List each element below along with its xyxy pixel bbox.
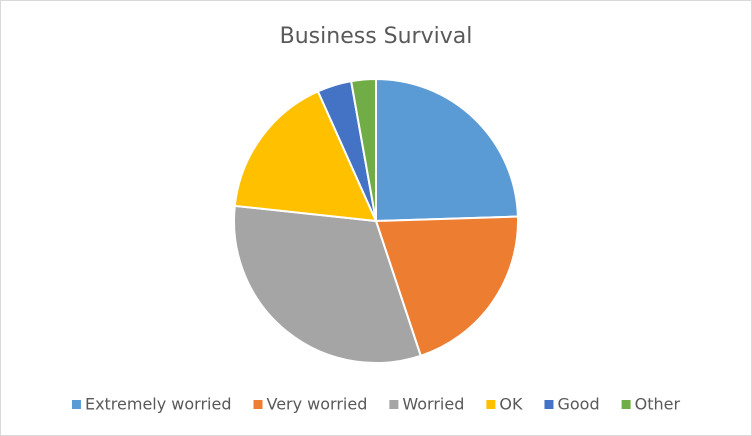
legend-label: Worried <box>402 395 464 414</box>
pie-slice <box>233 90 378 223</box>
legend-swatch <box>253 400 263 409</box>
legend-swatch <box>621 400 631 409</box>
legend-swatch <box>486 400 496 409</box>
legend-swatch <box>71 400 81 409</box>
pie-slice <box>233 204 422 364</box>
pie-slice <box>349 77 377 222</box>
legend-swatch <box>544 400 554 409</box>
legend-label: Other <box>635 395 681 414</box>
legend-label: Extremely worried <box>85 395 232 414</box>
legend-swatch <box>389 400 399 409</box>
legend-label: Good <box>557 395 599 414</box>
pie-slice <box>375 77 519 223</box>
pie-slice <box>374 215 519 358</box>
chart-title: Business Survival <box>280 24 473 49</box>
legend-label: Very worried <box>267 395 368 414</box>
legend-label: OK <box>499 395 523 414</box>
